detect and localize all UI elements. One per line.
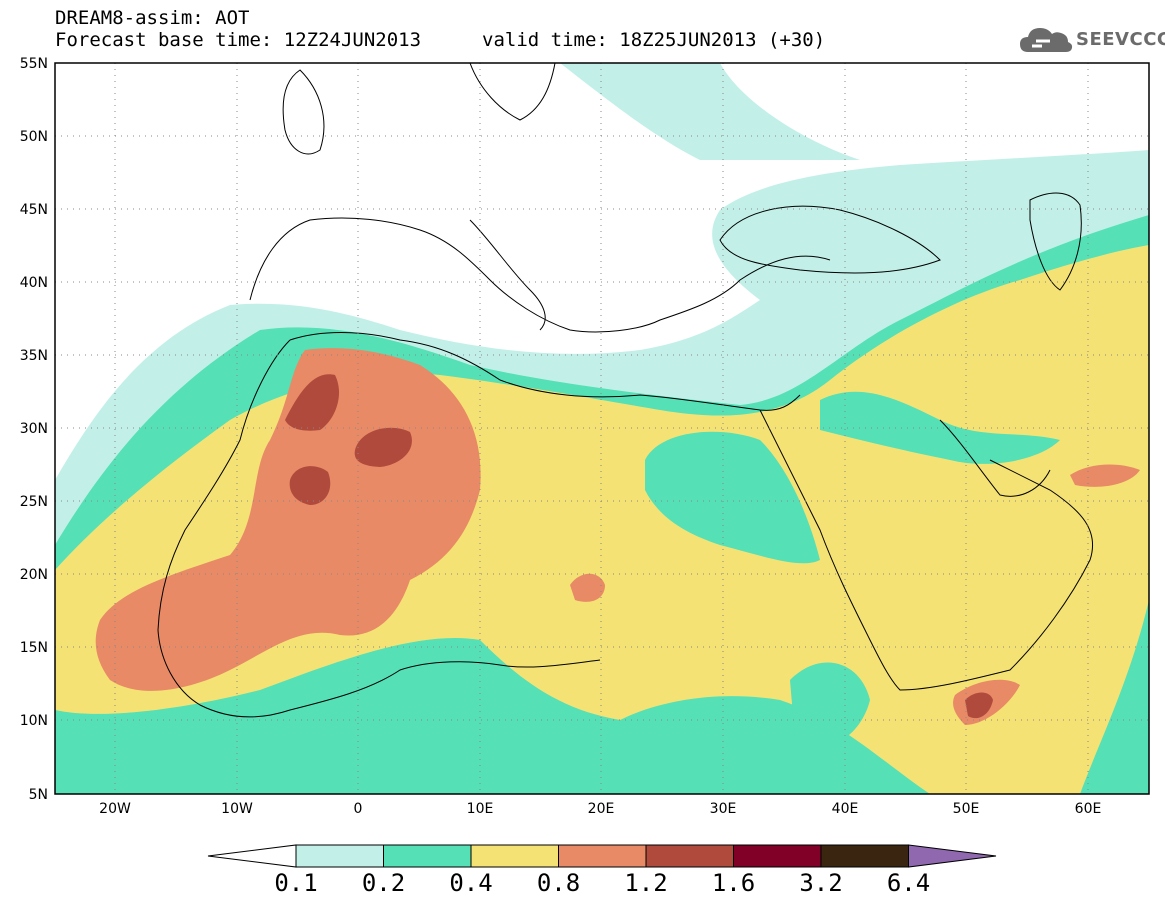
coastline-scandinavia xyxy=(469,63,556,121)
lat-label: 25N xyxy=(20,494,48,510)
latitude-labels: 55N 50N 45N 40N 35N 30N 25N 20N 15N 10N … xyxy=(20,56,48,803)
coastline-africa xyxy=(157,339,601,718)
lon-label: 20E xyxy=(588,801,615,817)
map-title: DREAM8-assim: AOT xyxy=(55,7,250,29)
lat-label: 20N xyxy=(20,567,48,583)
aot-field-1.2-somalia xyxy=(965,692,993,719)
colorbar-swatch-1.6 xyxy=(733,844,822,868)
valid-time: valid time: 18Z25JUN2013 (+30) xyxy=(482,29,826,51)
colorbar-swatch-1.2 xyxy=(645,844,734,868)
aot-field-0.4 xyxy=(55,245,1149,794)
seevccc-logo: SEEVCCC xyxy=(1018,22,1165,56)
colorbar-swatch-0.2 xyxy=(383,844,472,868)
colorbar-swatch-0.4 xyxy=(470,844,559,868)
colorbar-label: 3.2 xyxy=(799,869,843,897)
lon-label: 10W xyxy=(221,801,253,817)
lon-label: 40E xyxy=(832,801,859,817)
colorbar-swatch-0.8 xyxy=(558,844,647,868)
aot-fields xyxy=(55,63,1149,794)
aot-field-1.2-algeria xyxy=(354,427,412,467)
coastline-caspian xyxy=(1029,192,1082,291)
aot-field-0.1-north xyxy=(560,63,860,160)
cloud-logo-icon xyxy=(1020,28,1073,52)
forecast-base-time: Forecast base time: 12Z24JUN2013 xyxy=(55,29,422,51)
aot-field-0.8-gulf xyxy=(1070,464,1140,487)
coastline-north-africa xyxy=(289,332,801,411)
aot-field-0.2-horn xyxy=(790,662,870,748)
longitude-labels: 20W 10W 0 10E 20E 30E 40E 50E 60E xyxy=(99,801,1101,817)
lat-label: 35N xyxy=(20,348,48,364)
aot-field-0.2-arabia xyxy=(820,391,1060,464)
map-frame xyxy=(54,62,1150,795)
lon-label: 50E xyxy=(953,801,980,817)
lon-label: 60E xyxy=(1075,801,1102,817)
colorbar-low-arrow xyxy=(207,844,297,868)
aot-field-0.2-egypt xyxy=(645,431,820,564)
coastline-black-sea xyxy=(719,205,941,274)
coastline-red-sea xyxy=(759,409,1094,691)
coastline-italy xyxy=(469,219,546,331)
colorbar-label: 6.4 xyxy=(886,869,931,897)
lon-label: 10E xyxy=(467,801,494,817)
colorbar-swatch-0.1 xyxy=(295,844,384,868)
lat-label: 15N xyxy=(20,640,48,656)
colorbar-label: 1.6 xyxy=(711,869,756,897)
aot-field-1.2-mali xyxy=(289,466,331,505)
lat-label: 50N xyxy=(20,129,48,145)
colorbar xyxy=(207,844,997,868)
logo-text: SEEVCCC xyxy=(1076,29,1165,50)
colorbar-label: 0.8 xyxy=(536,869,581,897)
lon-label: 20W xyxy=(99,801,131,817)
lat-label: 10N xyxy=(20,713,48,729)
lat-label: 30N xyxy=(20,421,48,437)
coastline-uk xyxy=(282,69,325,155)
colorbar-label: 0.2 xyxy=(361,869,406,897)
lon-label: 30E xyxy=(710,801,737,817)
colorbar-swatch-3.2 xyxy=(820,844,909,868)
gridlines xyxy=(55,63,1149,794)
colorbar-label: 0.1 xyxy=(274,869,318,897)
lon-label: 0 xyxy=(354,801,363,817)
coastline-persian-gulf xyxy=(939,419,1051,497)
colorbar-high-arrow xyxy=(908,844,997,868)
lat-label: 45N xyxy=(20,202,48,218)
aot-field-0.8-chad xyxy=(570,573,605,602)
colorbar-label: 1.2 xyxy=(624,869,668,897)
lat-label: 55N xyxy=(20,56,48,72)
coastlines xyxy=(157,63,1094,718)
coastline-europe xyxy=(249,217,831,333)
lat-label: 5N xyxy=(29,787,48,803)
lat-label: 40N xyxy=(20,275,48,291)
aot-field-1.2-morocco xyxy=(285,374,340,431)
colorbar-label: 0.4 xyxy=(449,869,493,897)
